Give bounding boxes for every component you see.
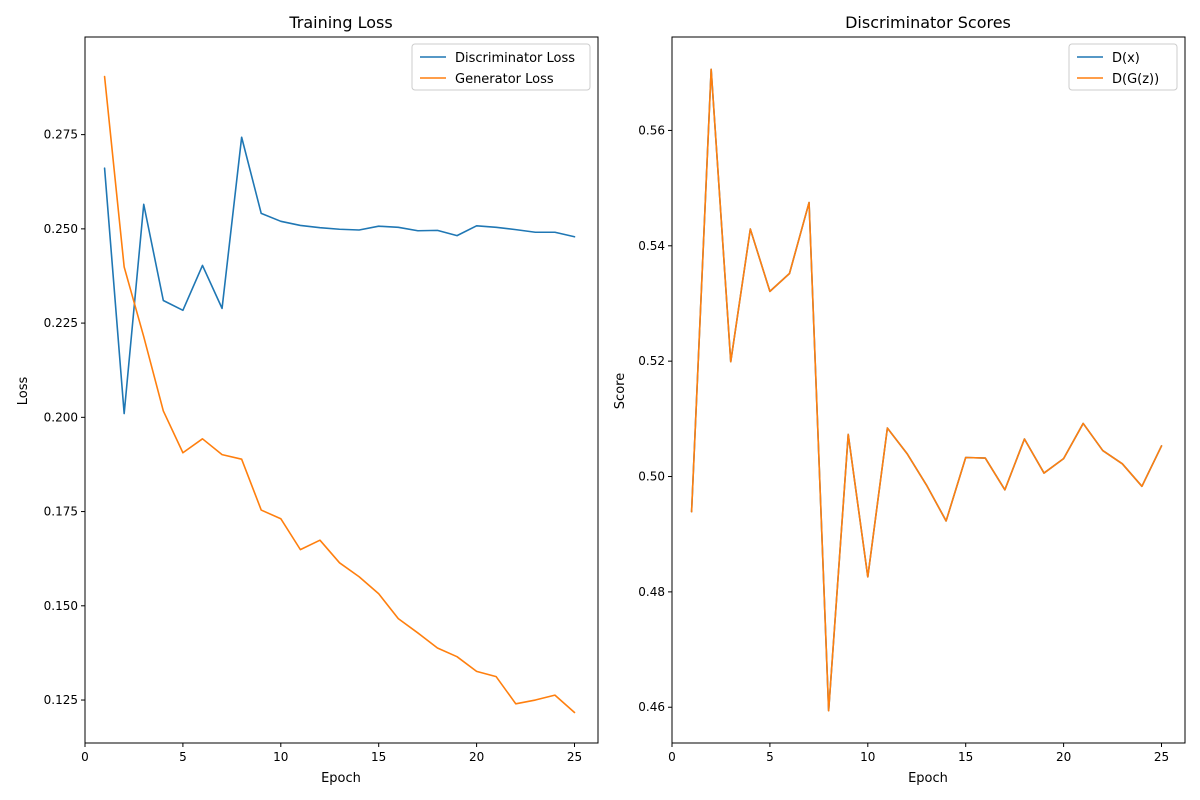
y-tick-label: 0.54 — [638, 239, 665, 253]
y-tick-label: 0.175 — [44, 505, 78, 519]
chart-discriminator-scores: Discriminator Scores Epoch Score 0 5 10 15 2… — [613, 13, 1186, 786]
y-axis-label: Loss — [16, 377, 31, 406]
x-tick-label: 5 — [179, 750, 187, 764]
plot-frame — [671, 36, 1186, 744]
series-line-1 — [690, 68, 1163, 712]
chart-training-loss: Training Loss Epoch Loss 0 5 10 15 20 25 0.125… — [16, 13, 599, 786]
series-line-0 — [103, 136, 576, 415]
y-axis-label: Score — [613, 373, 628, 409]
series-line-0 — [690, 68, 1163, 712]
y-tick-label: 0.275 — [44, 128, 78, 142]
y-tick-label: 0.52 — [638, 354, 665, 368]
x-tick-label: 5 — [766, 750, 774, 764]
legend: D(x) D(G(z)) — [1068, 43, 1178, 91]
y-tick-label: 0.125 — [44, 693, 78, 707]
chart-title: Discriminator Scores — [845, 13, 1011, 32]
x-tick-label: 15 — [371, 750, 386, 764]
x-tick-label: 25 — [567, 750, 582, 764]
y-tick-label: 0.150 — [44, 599, 78, 613]
chart-title: Training Loss — [288, 13, 392, 32]
x-axis-label: Epoch — [908, 771, 948, 786]
legend-label-0: D(x) — [1112, 51, 1140, 66]
x-tick-label: 15 — [958, 750, 973, 764]
legend-box — [411, 43, 591, 91]
plot-frame — [84, 36, 599, 744]
y-tick-label: 0.225 — [44, 316, 78, 330]
legend: Discriminator Loss Generator Loss — [411, 43, 591, 91]
x-tick-label: 10 — [273, 750, 288, 764]
series-line-1 — [103, 75, 576, 714]
x-tick-label: 20 — [1056, 750, 1071, 764]
x-tick-label: 0 — [81, 750, 89, 764]
y-tick-label: 0.250 — [44, 222, 78, 236]
x-tick-label: 25 — [1154, 750, 1169, 764]
y-tick-label: 0.46 — [638, 700, 665, 714]
x-axis-label: Epoch — [321, 771, 361, 786]
x-tick-label: 0 — [668, 750, 676, 764]
y-tick-label: 0.50 — [638, 470, 665, 484]
y-tick-label: 0.200 — [44, 410, 78, 424]
legend-label-0: Discriminator Loss — [455, 51, 575, 66]
legend-label-1: D(G(z)) — [1112, 72, 1159, 87]
y-tick-label: 0.48 — [638, 585, 665, 599]
x-tick-label: 10 — [860, 750, 875, 764]
y-tick-label: 0.56 — [638, 123, 665, 137]
legend-label-1: Generator Loss — [455, 72, 554, 87]
x-tick-label: 20 — [469, 750, 484, 764]
